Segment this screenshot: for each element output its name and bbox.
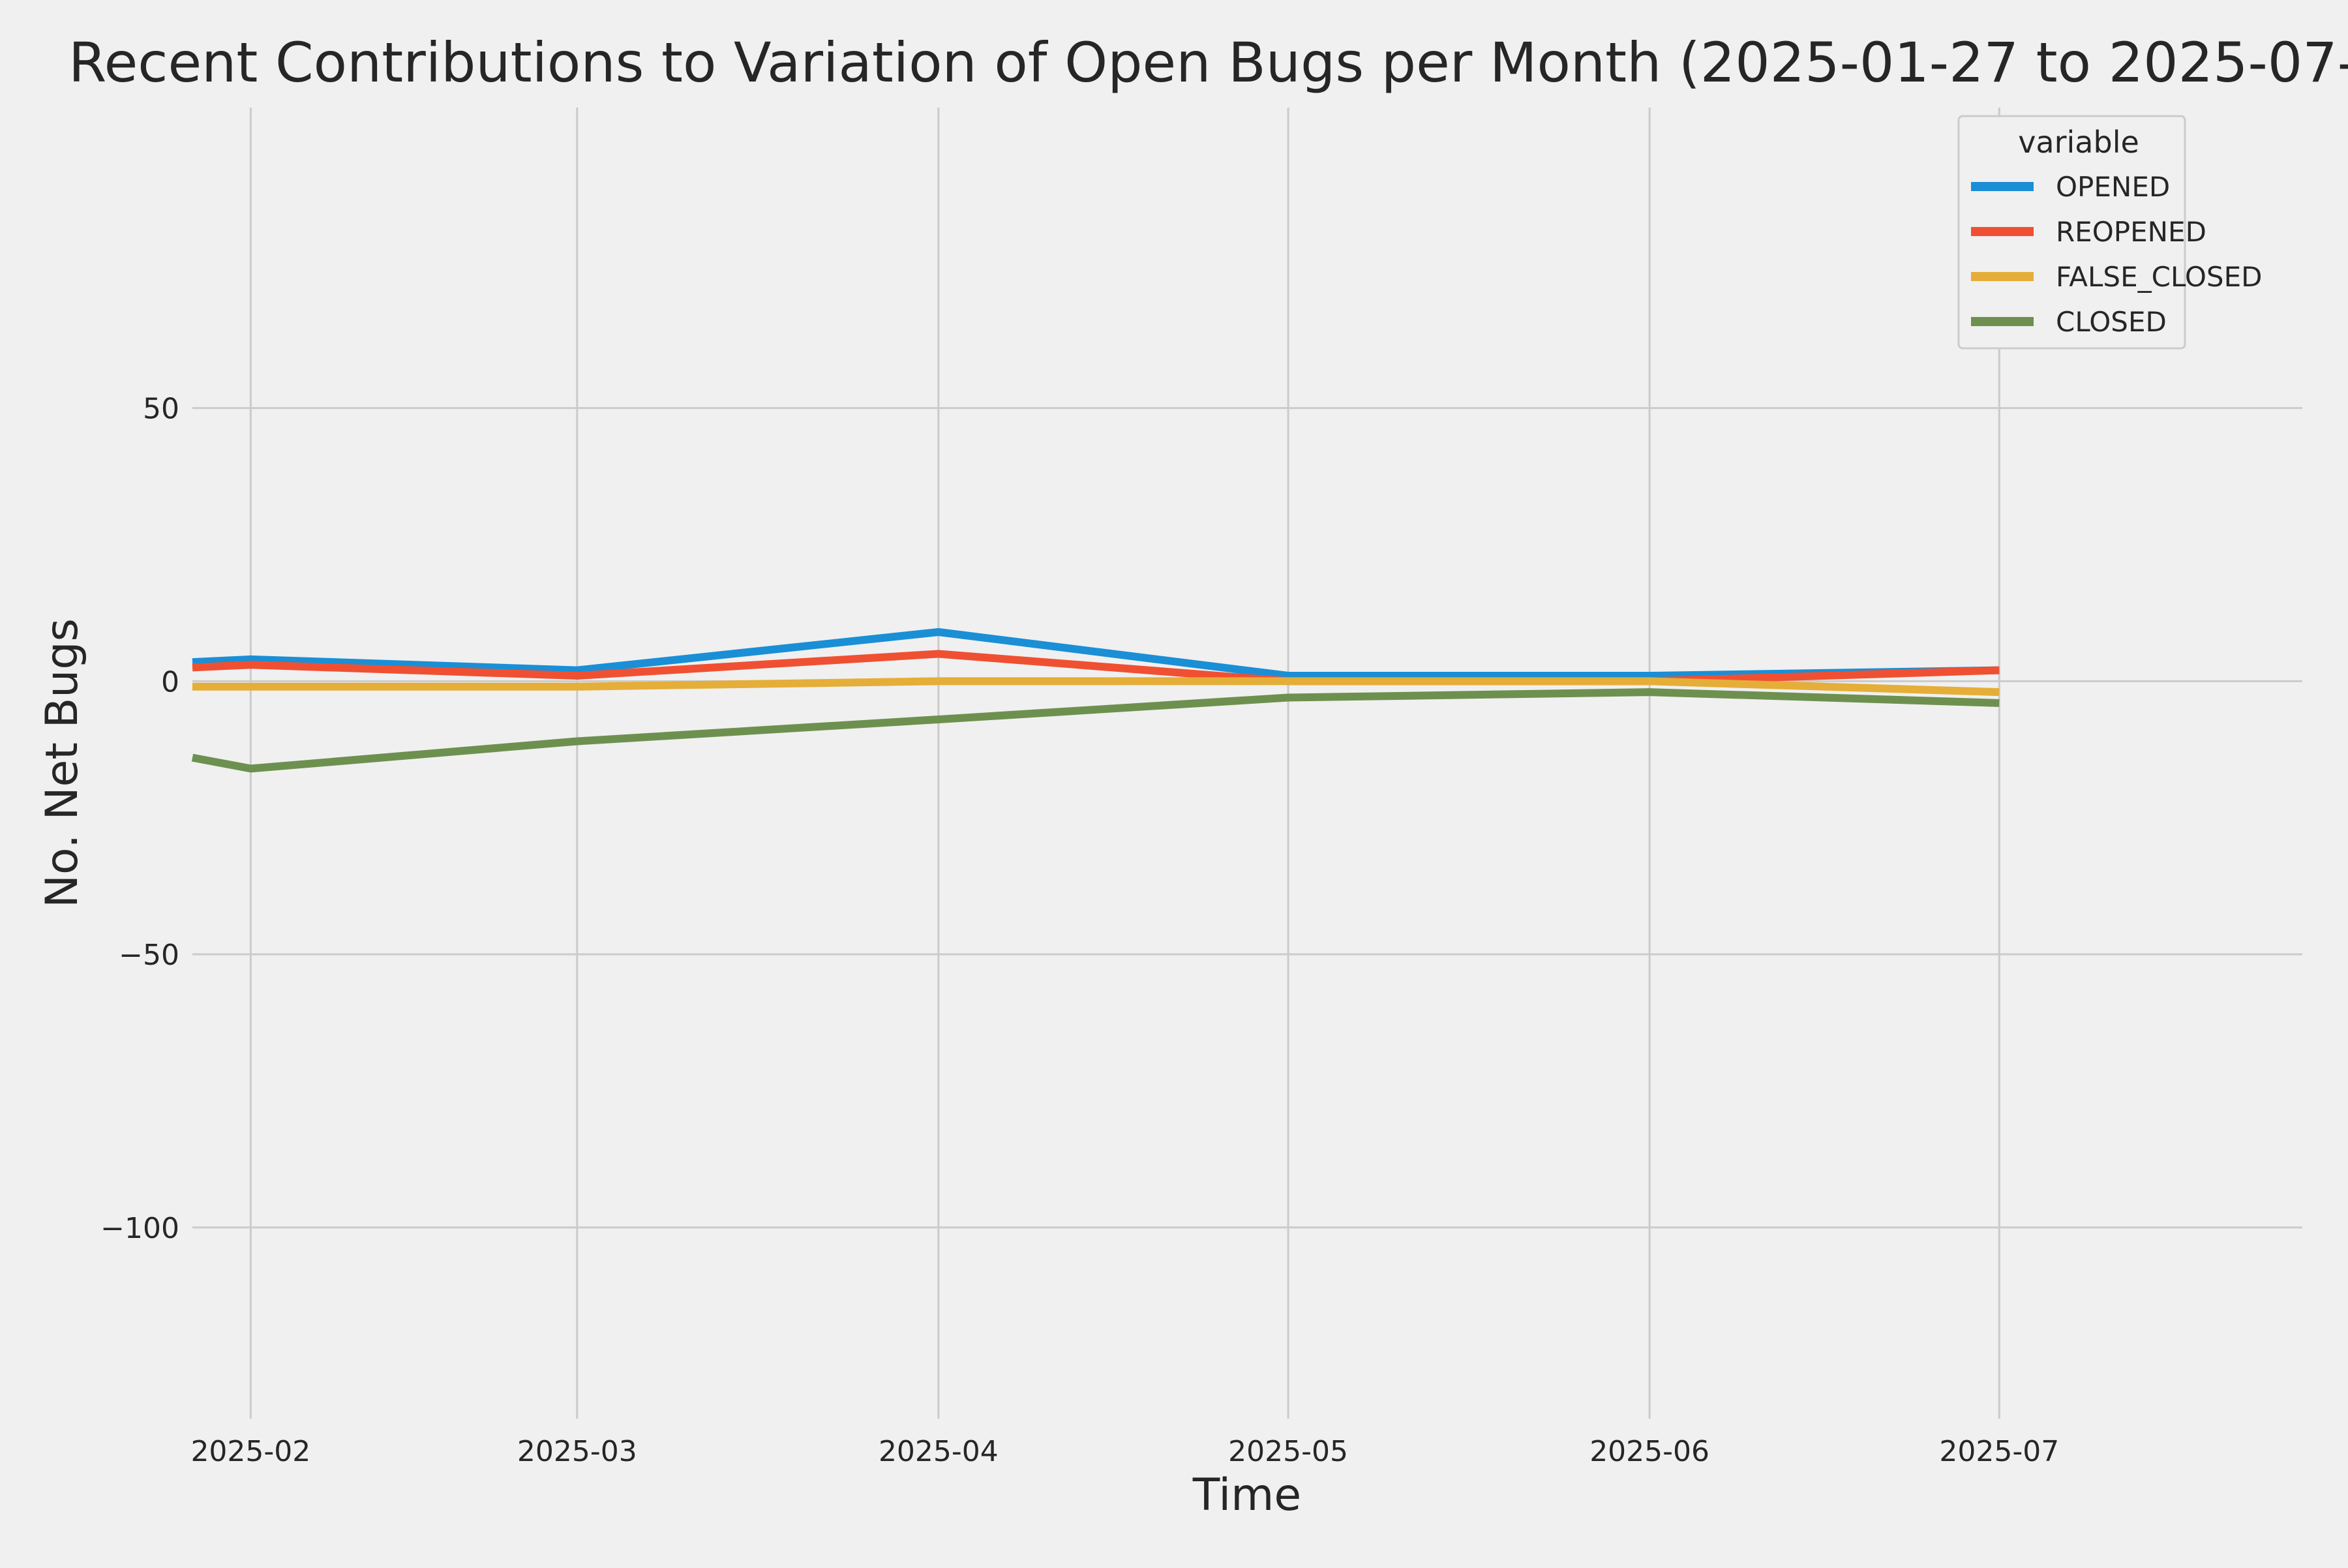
legend: variable OPENED REOPENED FALSE_CLOSED CLOSE… [1957,115,2262,350]
series-line-false-closed [192,677,2000,697]
y-tick-label: 50 [143,393,179,426]
x-tick-label: 2025-03 [517,1435,637,1468]
series-line-closed [191,688,2000,773]
legend-title: variable [2018,125,2139,160]
x-tick-label: 2025-02 [190,1435,310,1468]
legend-label: OPENED [2056,171,2170,203]
series-line-opened [192,628,2000,680]
grid [192,108,2302,1419]
x-axis-label: Time [1192,1470,1301,1521]
x-tick-label: 2025-07 [1939,1435,2059,1468]
series-lines [191,628,2000,773]
y-tick-labels: 50 0 −50 −100 [100,393,179,1245]
legend-label: FALSE_CLOSED [2056,261,2262,293]
y-axis-label: No. Net Bugs [37,618,88,908]
x-tick-labels: 2025-02 2025-03 2025-04 2025-05 2025-06 2025-… [190,1435,2059,1468]
y-tick-label: −100 [100,1212,179,1245]
x-tick-label: 2025-06 [1589,1435,1709,1468]
x-tick-label: 2025-04 [879,1435,999,1468]
y-tick-label: −50 [119,939,179,972]
legend-label: CLOSED [2056,306,2167,338]
legend-label: REOPENED [2056,216,2206,248]
x-tick-label: 2025-05 [1228,1435,1348,1468]
legend-box [1957,115,2186,350]
chart-title: Recent Contributions to Variation of Ope… [68,31,2348,95]
y-tick-label: 0 [161,665,179,699]
